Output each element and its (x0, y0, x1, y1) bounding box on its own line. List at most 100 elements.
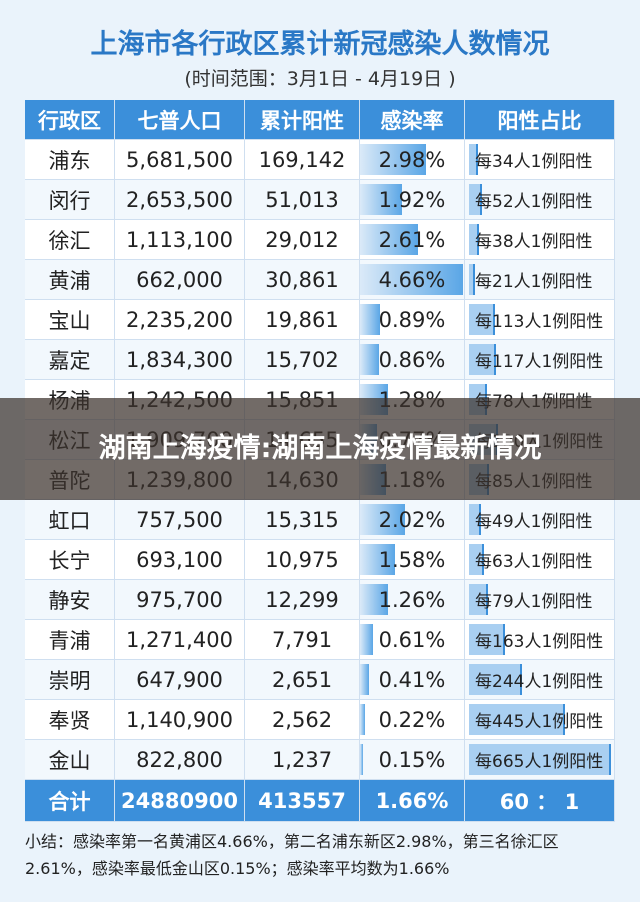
table-row: 虹口 757,500 15,315 2.02% 每49人1例阳性 (25, 500, 615, 540)
table-cell: 每113人1例阳性 (465, 300, 615, 339)
table-row: 长宁 693,100 10,975 1.58% 每63人1例阳性 (25, 540, 615, 580)
table-row: 青浦 1,271,400 7,791 0.61% 每163人1例阳性 (25, 620, 615, 660)
ratio-bar (469, 744, 611, 775)
cell-text: 0.41% (378, 667, 446, 692)
cell-text: 感染率 (380, 108, 444, 133)
table-cell: 29,012 (245, 220, 360, 259)
cell-text: 757,500 (136, 507, 223, 532)
cell-text: 宝山 (48, 308, 91, 333)
rate-bar (360, 144, 426, 175)
cell-text: 徐汇 (48, 228, 91, 253)
ratio-bar (469, 664, 523, 695)
cell-text: 每665人1例阳性 (475, 752, 604, 772)
cell-text: 青浦 (48, 628, 91, 653)
cell-text: 975,700 (136, 587, 223, 612)
table-cell: 0.22% (360, 700, 465, 739)
cell-text: 每445人1例阳性 (475, 712, 604, 732)
table-cell: 闵行 (25, 180, 115, 219)
cell-text: 每163人1例阳性 (475, 632, 604, 652)
cell-text: 1,271,400 (126, 627, 233, 652)
cell-text: 0.61% (378, 627, 446, 652)
cell-text: 每34人1例阳性 (475, 152, 593, 172)
table-cell: 1.58% (360, 540, 465, 579)
subtitle: (时间范围：3月1日 - 4月19日 ) (184, 68, 456, 90)
cell-text: 7,791 (271, 627, 333, 652)
cell-text: 2,235,200 (126, 307, 233, 332)
table-cell: 169,142 (245, 140, 360, 179)
table-cell: 693,100 (115, 540, 245, 579)
cell-text: 0.22% (378, 707, 446, 732)
table-cell: 1.92% (360, 180, 465, 219)
table-cell: 662,000 (115, 260, 245, 299)
cell-text: 10,975 (265, 547, 339, 572)
table-cell: 0.15% (360, 740, 465, 779)
ratio-bar (469, 304, 495, 335)
table-cell: 10,975 (245, 540, 360, 579)
table-cell: 1,140,900 (115, 700, 245, 739)
ratio-bar (469, 344, 496, 375)
rate-bar (360, 664, 370, 695)
table-cell: 2,653,500 (115, 180, 245, 219)
table-cell: 1,113,100 (115, 220, 245, 259)
cell-text: 累计阳性 (260, 108, 344, 133)
cell-text: 0.15% (378, 747, 446, 772)
cell-text: 1,834,300 (126, 347, 233, 372)
table-row: 嘉定 1,834,300 15,702 0.86% 每117人1例阳性 (25, 340, 615, 380)
table-cell: 24880900 (115, 780, 245, 821)
table-row: 黄浦 662,000 30,861 4.66% 每21人1例阳性 (25, 260, 615, 300)
table-cell: 0.89% (360, 300, 465, 339)
ratio-bar (469, 184, 482, 215)
cell-text: 每63人1例阳性 (475, 552, 593, 572)
cell-text: 4.66% (378, 267, 446, 292)
table-cell: 每79人1例阳性 (465, 580, 615, 619)
cell-text: 169,142 (258, 147, 346, 172)
table-cell: 1.26% (360, 580, 465, 619)
table-cell: 413557 (245, 780, 360, 821)
table-cell: 2.98% (360, 140, 465, 179)
table-cell: 2,235,200 (115, 300, 245, 339)
table-cell: 1.66% (360, 780, 465, 821)
rate-bar (360, 704, 365, 735)
table-cell: 阳性占比 (465, 100, 615, 139)
table-cell: 0.41% (360, 660, 465, 699)
table-cell: 2,562 (245, 700, 360, 739)
table-cell: 每38人1例阳性 (465, 220, 615, 259)
cell-text: 693,100 (136, 547, 223, 572)
table-cell: 60 ： 1 (465, 780, 615, 821)
ratio-bar (469, 544, 485, 575)
table-cell: 徐汇 (25, 220, 115, 259)
table-cell: 长宁 (25, 540, 115, 579)
cell-text: 嘉定 (48, 348, 91, 373)
table-cell: 5,681,500 (115, 140, 245, 179)
cell-text: 2,651 (271, 667, 333, 692)
table-cell: 4.66% (360, 260, 465, 299)
cell-text: 每117人1例阳性 (475, 352, 604, 372)
cell-text: 静安 (48, 588, 91, 613)
rate-bar (360, 264, 463, 295)
table-cell: 每163人1例阳性 (465, 620, 615, 659)
table-row: 奉贤 1,140,900 2,562 0.22% 每445人1例阳性 (25, 700, 615, 740)
rate-bar (360, 344, 379, 375)
table-cell: 757,500 (115, 500, 245, 539)
table-cell: 青浦 (25, 620, 115, 659)
table-cell: 累计阳性 (245, 100, 360, 139)
cell-text: 15,702 (265, 347, 339, 372)
table-cell: 每49人1例阳性 (465, 500, 615, 539)
cell-text: 1.26% (378, 587, 446, 612)
ratio-bar (469, 704, 565, 735)
table-cell: 15,315 (245, 500, 360, 539)
rate-bar (360, 544, 395, 575)
table-row: 浦东 5,681,500 169,142 2.98% 每34人1例阳性 (25, 140, 615, 180)
ratio-bar (469, 584, 488, 615)
cell-text: 2,653,500 (126, 187, 233, 212)
table-cell: 2.02% (360, 500, 465, 539)
cell-text: 行政区 (38, 108, 101, 133)
cell-text: 1.66% (375, 788, 449, 813)
cell-text: 5,681,500 (126, 147, 233, 172)
cell-text: 60 ： 1 (499, 789, 580, 814)
table-cell: 647,900 (115, 660, 245, 699)
cell-text: 2.98% (378, 147, 446, 172)
table-row: 合计 24880900 413557 1.66% 60 ： 1 (25, 780, 615, 822)
table-cell: 12,299 (245, 580, 360, 619)
